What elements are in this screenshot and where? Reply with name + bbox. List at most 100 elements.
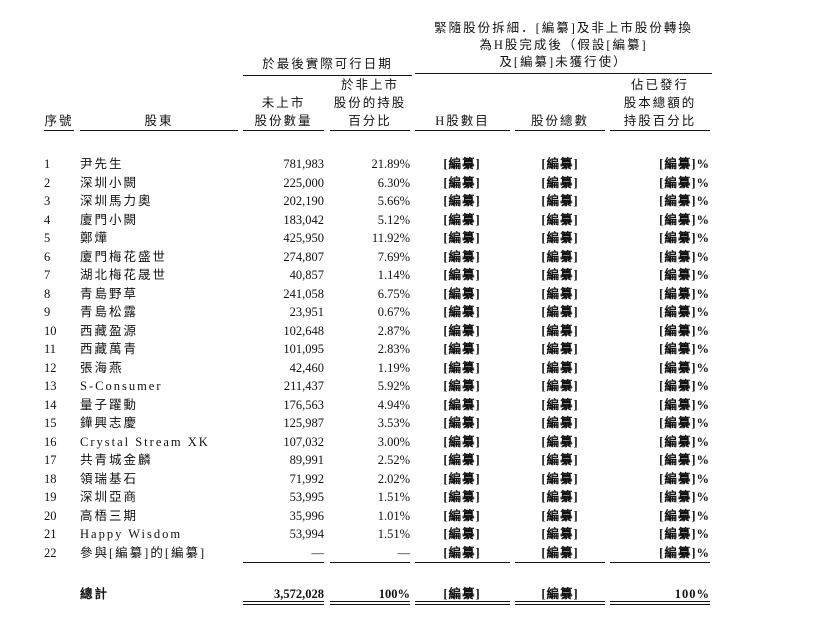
table-row: 14 量子躍動 176,563 4.94% [編纂] [編纂] [編纂]% (0, 396, 817, 414)
issued-pct: [編纂]% (659, 545, 710, 560)
row-number: 1 (44, 157, 51, 171)
total-shares: [編纂] (541, 286, 579, 301)
shareholder-name: 廈門梅花盛世 (80, 249, 168, 264)
total-shares: [編纂] (541, 453, 579, 468)
issued-pct: [編纂]% (659, 471, 710, 486)
shareholder-name: 廈門小闕 (80, 212, 139, 227)
h-shares: [編纂] (443, 194, 481, 209)
row-number: 8 (44, 286, 51, 301)
row-number: 15 (44, 416, 57, 431)
row-number: 17 (44, 453, 57, 468)
table-row: 11 西藏萬青 101,095 2.83% [編纂] [編纂] [編纂]% (0, 340, 817, 358)
total-shares: [編纂] (541, 545, 579, 560)
total-shares: [編纂] (541, 434, 579, 449)
unlisted-pct: 0.67% (377, 305, 410, 320)
shareholder-name: Happy Wisdom (80, 527, 183, 542)
header-text: 股本總額的 (623, 96, 697, 110)
total-issued-pct: 100% (674, 587, 710, 601)
row-number: 2 (44, 175, 51, 190)
h-shares: [編纂] (443, 212, 481, 227)
issued-pct: [編纂]% (659, 305, 710, 320)
issued-pct: [編纂]% (659, 379, 710, 394)
unlisted-shares: 89,991 (289, 453, 324, 468)
shareholder-name: 西藏盈源 (80, 323, 139, 338)
unlisted-shares: 71,992 (289, 471, 324, 486)
table-row: 15 鏵興志慶 125,987 3.53% [編纂] [編纂] [編纂]% (0, 414, 817, 432)
unlisted-pct: 5.12% (377, 212, 410, 227)
issued-pct: [編纂]% (659, 212, 710, 227)
issued-pct: [編纂]% (659, 175, 710, 190)
h-shares: [編纂] (443, 360, 481, 375)
table-row: 9 青島松露 23,951 0.67% [編纂] [編纂] [編纂]% (0, 303, 817, 321)
shareholder-name: 參與[編纂]的[編纂] (80, 545, 207, 560)
h-shares: [編纂] (443, 231, 481, 246)
total-shares: [編纂] (541, 416, 579, 431)
total-shares: [編纂] (541, 268, 579, 283)
shareholder-name: 共青城金麟 (80, 453, 153, 468)
header-text: 佔已發行 (630, 78, 689, 92)
h-shares: [編纂] (443, 286, 481, 301)
total-shares: [編纂] (541, 249, 579, 264)
shareholder-name: 青島松露 (80, 305, 139, 320)
unlisted-shares: 125,987 (283, 416, 324, 431)
table-row: 21 Happy Wisdom 53,994 1.51% [編纂] [編纂] [編纂]% (0, 525, 817, 543)
row-number: 3 (44, 194, 51, 209)
row-number: 7 (44, 268, 51, 283)
issued-pct: [編纂]% (659, 527, 710, 542)
shareholder-name: 青島野草 (80, 286, 139, 301)
row-number: 13 (44, 379, 57, 394)
unlisted-pct: 5.66% (377, 194, 410, 209)
row-number: 18 (44, 471, 57, 486)
unlisted-pct: 3.00% (377, 434, 410, 449)
header-text: 股份數量 (254, 114, 313, 128)
row-number: 5 (44, 231, 51, 246)
total-row: 總計 3,572,028 100% [編纂] [編纂] 100% (0, 585, 817, 603)
table-row: 5 鄭燁 425,950 11.92% [編纂] [編纂] [編纂]% (0, 229, 817, 247)
unlisted-pct: 1.01% (377, 508, 410, 523)
table-row: 22 參與[編纂]的[編纂] — — [編纂] [編纂] [編纂]% (0, 544, 817, 562)
h-shares: [編纂] (443, 471, 481, 486)
issued-pct: [編纂]% (659, 268, 710, 283)
header-col-h-shares: H股數目 (415, 78, 510, 131)
header-text: H股數目 (435, 114, 490, 128)
subtotal-rule (330, 562, 410, 563)
h-shares: [編纂] (443, 342, 481, 357)
row-number: 6 (44, 249, 51, 264)
group-header-latest-date: 於最後實際可行日期 (243, 56, 412, 76)
header-text: 股份的持股 (333, 96, 407, 110)
h-shares: [編纂] (443, 397, 481, 412)
unlisted-shares: 35,996 (289, 508, 324, 523)
unlisted-pct: 2.02% (377, 471, 410, 486)
row-number: 22 (44, 545, 57, 560)
issued-pct: [編纂]% (659, 231, 710, 246)
header-text: 未上市 (261, 96, 306, 110)
unlisted-shares: 211,437 (283, 379, 324, 394)
shareholder-name: 張海燕 (80, 360, 124, 375)
subtotal-rule (610, 562, 710, 563)
header-text: 序號 (44, 114, 74, 128)
total-shares: [編纂] (541, 342, 579, 357)
total-shares: [編纂] (541, 305, 579, 320)
table-row: 7 湖北梅花晟世 40,857 1.14% [編纂] [編纂] [編纂]% (0, 266, 817, 284)
unlisted-pct: 11.92% (371, 231, 410, 246)
issued-pct: [編纂]% (659, 397, 710, 412)
header-col-no: 序號 (44, 78, 74, 131)
row-number: 20 (44, 508, 57, 523)
total-shares: [編纂] (541, 231, 579, 246)
unlisted-pct: 6.75% (377, 286, 410, 301)
unlisted-shares: 107,032 (283, 434, 324, 449)
unlisted-shares: 274,807 (283, 249, 324, 264)
unlisted-pct: — (397, 545, 411, 560)
issued-pct: [編纂]% (659, 508, 710, 523)
total-unlisted-pct: 100% (378, 587, 410, 601)
issued-pct: [編纂]% (659, 286, 710, 301)
table-row: 12 張海燕 42,460 1.19% [編纂] [編纂] [編纂]% (0, 359, 817, 377)
unlisted-pct: 1.19% (377, 360, 410, 375)
row-number: 19 (44, 490, 57, 505)
unlisted-pct: 1.14% (377, 268, 410, 283)
unlisted-shares: 102,648 (283, 323, 324, 338)
unlisted-pct: 6.30% (377, 175, 410, 190)
issued-pct: [編纂]% (659, 323, 710, 338)
shareholder-name: 湖北梅花晟世 (80, 268, 168, 283)
header-text: 持股百分比 (623, 114, 697, 128)
